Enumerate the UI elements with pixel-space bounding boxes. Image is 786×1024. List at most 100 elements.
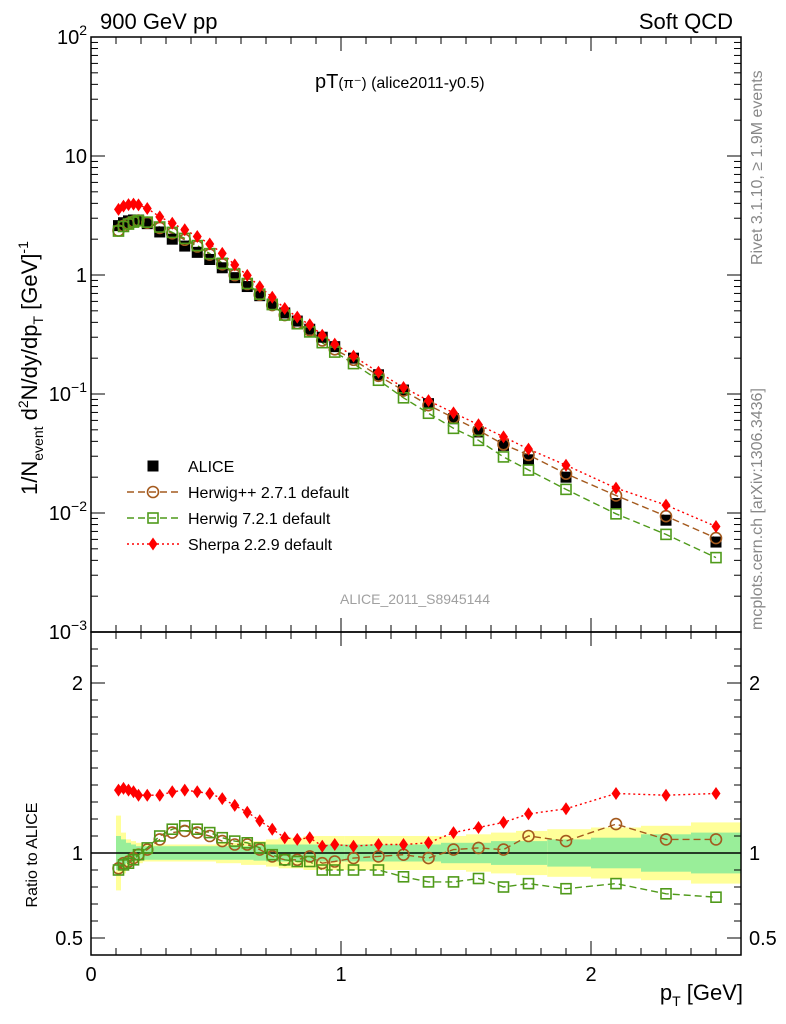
series-2-ratio-point — [166, 823, 179, 836]
series-3-point — [374, 365, 383, 379]
series-3-point — [192, 229, 202, 243]
series-1-ratio-point — [472, 841, 485, 855]
ratio-tick-label-left: 2 — [72, 673, 83, 695]
y-tick-label-base: 10 — [49, 622, 71, 644]
y-tick-label: 10−3 — [49, 617, 87, 644]
series-3-ratio-point — [424, 836, 433, 850]
series-3-point — [661, 498, 671, 512]
series-2-point — [522, 464, 535, 476]
series-2-ratio-point — [291, 855, 304, 868]
series-2-ratio-point — [132, 848, 145, 861]
series-2-ratio-point — [447, 876, 460, 888]
series-3-ratio-point — [142, 788, 152, 802]
series-2-ratio-point — [141, 842, 154, 854]
series-3-point — [611, 481, 621, 495]
series-2-ratio-point — [216, 831, 229, 844]
series-3-point — [349, 349, 358, 363]
series-2-point — [422, 407, 435, 420]
series-2-ratio-point — [710, 891, 722, 904]
series-2-point — [710, 551, 722, 564]
series-3-ratio-point — [180, 783, 190, 797]
legend-label: Sherpa 2.2.9 default — [188, 537, 333, 554]
series-3-point — [305, 318, 315, 332]
series-2-ratio-point — [610, 877, 622, 890]
series-3-point — [317, 328, 327, 342]
side-mcplots: mcplots.cern.ch [arXiv:1306.3436] — [749, 388, 766, 630]
series-3-ratio-point — [242, 805, 252, 819]
series-3-ratio-point — [155, 788, 165, 802]
series-2-ratio-point — [316, 864, 329, 876]
series-1-ratio-point — [609, 817, 623, 831]
legend: ALICE Herwig++ 2.7.1 default Herwig 7.2.1 … — [127, 459, 350, 554]
y-tick-label-exp: 2 — [79, 22, 87, 38]
header-left: 900 GeV pp — [100, 9, 217, 34]
series-1-ratio-point — [659, 833, 673, 846]
series-3-ratio-point — [499, 815, 508, 829]
series-3-ratio-point — [317, 839, 327, 853]
series-2-ratio-point — [560, 882, 572, 895]
series-3-ratio-point — [267, 822, 277, 836]
series-3-point — [280, 301, 290, 315]
series-0-point — [473, 426, 484, 438]
series-3-point — [180, 223, 190, 237]
series-3-point — [399, 381, 408, 395]
series-1-ratio-point — [315, 856, 329, 870]
series-3-point — [217, 246, 227, 260]
series-1-ratio-point — [559, 834, 573, 848]
series-3-point — [124, 198, 133, 212]
series-0-point — [610, 498, 622, 510]
legend-label: Herwig++ 2.7.1 default — [188, 485, 350, 502]
series-3-point — [255, 280, 265, 294]
series-0-point — [229, 272, 241, 284]
series-2-ratio-point — [522, 877, 535, 890]
ratio-tick-label-right: 2 — [749, 673, 760, 695]
series-2-ratio-point — [191, 823, 204, 836]
series-1-ratio-point — [447, 843, 460, 856]
y-axis-label: 1/Nevent d2N/dy/dpT [GeV]-1 — [15, 241, 46, 495]
watermark: ALICE_2011_S8945144 — [340, 591, 490, 607]
series-3-ratio-point — [399, 838, 408, 851]
y-tick-label-base: 10 — [57, 27, 79, 49]
series-1-ratio-point — [328, 855, 342, 868]
chart-title: pT(π⁻) (alice2011-y0.5) — [315, 71, 485, 93]
series-3-point — [134, 198, 143, 212]
series-0-point — [241, 281, 253, 293]
series-3-point — [499, 430, 508, 444]
series-0-point — [141, 218, 153, 230]
series-3-point — [330, 337, 340, 351]
series-1-ratio-point — [422, 851, 435, 865]
series-2-point — [472, 434, 485, 447]
series-2-ratio-point — [203, 826, 216, 839]
series-0-point — [560, 471, 572, 483]
series-2-point — [497, 451, 510, 463]
y-tick-label-exp: −3 — [71, 617, 87, 633]
series-2-ratio-line — [118, 825, 717, 898]
series-3-ratio-point — [192, 785, 202, 799]
series-3-point — [561, 458, 571, 472]
x-axis-label: pT [GeV] — [660, 980, 743, 1009]
ratio-tick-label-right: 1 — [749, 843, 760, 865]
series-3-point — [142, 202, 152, 216]
series-2-ratio-point — [178, 819, 191, 832]
series-2-point — [132, 214, 145, 227]
y-tick-label: 10−2 — [49, 498, 87, 525]
series-2-ratio-point — [253, 842, 266, 854]
series-2-ratio-point — [422, 876, 435, 888]
series-0-point — [266, 298, 278, 310]
header-right: Soft QCD — [639, 9, 733, 34]
y-tick-label-exp: −1 — [71, 379, 87, 395]
series-3-point — [205, 237, 215, 251]
series-3-ratio-point — [611, 787, 621, 800]
series-3-point — [474, 418, 483, 432]
series-3-point — [524, 442, 533, 456]
series-3-ratio-point — [330, 838, 340, 851]
series-2-point — [560, 483, 572, 496]
side-rivet: Rivet 3.1.10, ≥ 1.9M events — [749, 70, 766, 265]
series-1-ratio-point — [497, 843, 510, 856]
legend-marker — [147, 460, 159, 472]
series-3-ratio-point — [561, 802, 571, 816]
series-3-ratio-point — [167, 785, 177, 799]
legend-label: ALICE — [188, 459, 234, 476]
series-2-point — [660, 528, 672, 541]
y-tick-label-base: 1 — [76, 265, 87, 287]
